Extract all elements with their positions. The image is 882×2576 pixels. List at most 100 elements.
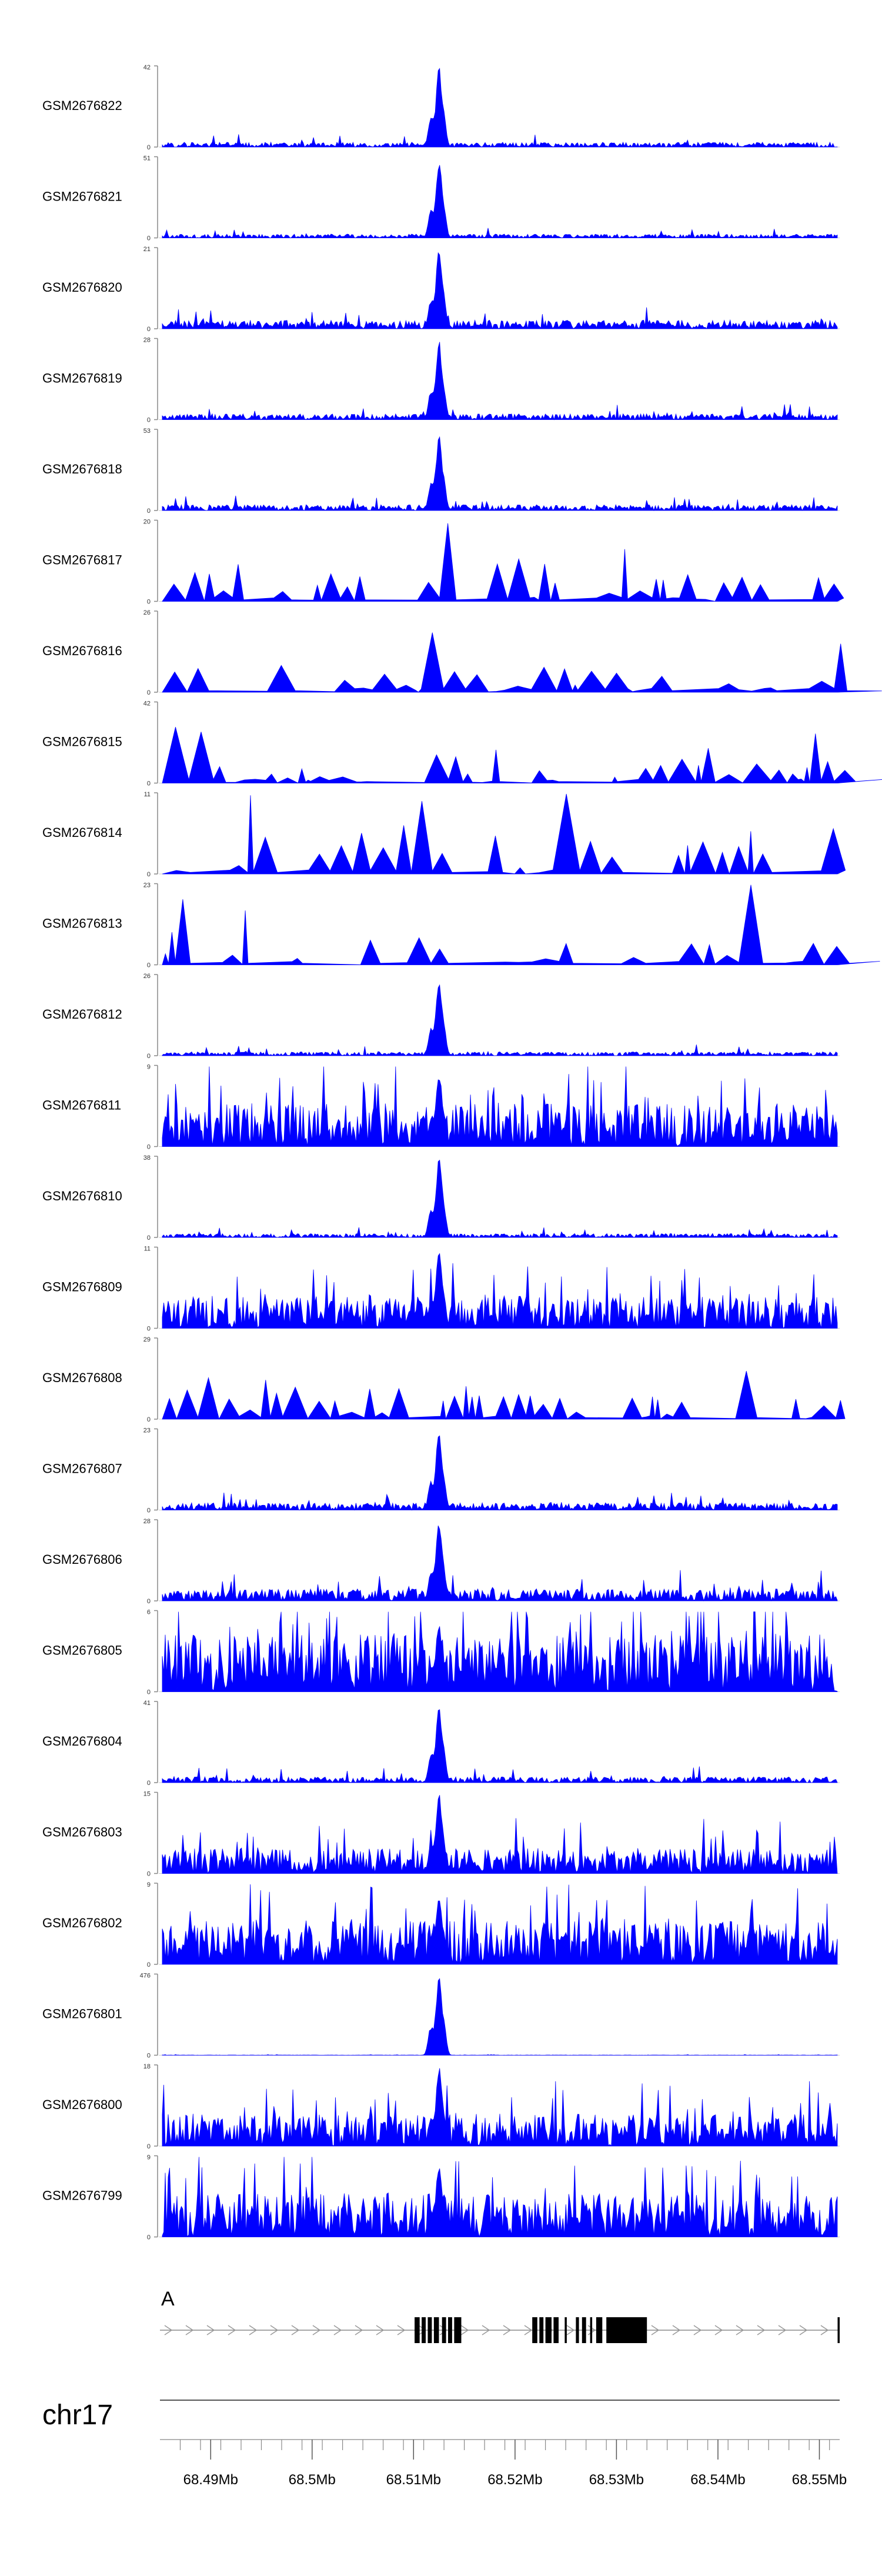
track-name: GSM2676806 [42, 1552, 122, 1567]
track-name: GSM2676815 [42, 735, 122, 749]
track-name: GSM2676800 [42, 2097, 122, 2112]
track-ymax-label: 9 [147, 1881, 151, 1888]
track-ymin-label: 0 [147, 2053, 151, 2060]
coverage-area [162, 727, 882, 783]
strand-arrow [820, 2325, 829, 2335]
exon [545, 2317, 552, 2343]
track-ymax-label: 38 [143, 1154, 151, 1162]
track-ymax-label: 9 [147, 1064, 151, 1071]
exon [415, 2317, 420, 2343]
coverage-area [162, 1066, 838, 1147]
strand-arrow [355, 2325, 363, 2335]
track-ymax-label: 23 [143, 1427, 151, 1434]
strand-arrow [312, 2325, 321, 2335]
exon [553, 2317, 559, 2343]
track-ymax-label: 28 [143, 1518, 151, 1525]
track-GSM2676803: 15 0 GSM2676803 [42, 1791, 840, 1878]
track-ymin-label: 0 [147, 508, 151, 515]
track-name: GSM2676813 [42, 916, 122, 931]
track-name: GSM2676819 [42, 371, 122, 386]
coverage-area [162, 2157, 838, 2238]
track-ymax-label: 26 [143, 609, 151, 616]
track-GSM2676800: 18 0 GSM2676800 [42, 2063, 840, 2150]
track-ymin-label: 0 [147, 417, 151, 424]
exon [564, 2317, 567, 2343]
track-GSM2676810: 38 0 GSM2676810 [42, 1154, 840, 1242]
track-GSM2676802: 9 0 GSM2676802 [42, 1881, 840, 1968]
track-name: GSM2676816 [42, 643, 122, 658]
track-ymax-label: 9 [147, 2154, 151, 2161]
tick-label: 68.5Mb [289, 2472, 336, 2488]
tick-label: 68.53Mb [589, 2472, 644, 2488]
track-ymax-label: 29 [143, 1336, 151, 1343]
track-name: GSM2676817 [42, 553, 122, 568]
strand-arrow [482, 2325, 490, 2335]
track-ymin-label: 0 [147, 1416, 151, 1423]
track-name: GSM2676808 [42, 1370, 122, 1385]
track-ymin-label: 0 [147, 689, 151, 696]
track-ymin-label: 0 [147, 1689, 151, 1696]
strand-arrow [503, 2325, 512, 2335]
track-name: GSM2676807 [42, 1461, 122, 1476]
strand-arrow [228, 2325, 236, 2335]
strand-arrow [672, 2325, 681, 2335]
track-name: GSM2676809 [42, 1280, 122, 1294]
strand-arrow [524, 2325, 533, 2335]
track-name: GSM2676801 [42, 2007, 122, 2021]
tick-label: 68.54Mb [690, 2472, 745, 2488]
exon [582, 2317, 586, 2343]
coverage-area [162, 1159, 838, 1238]
track-ymax-label: 28 [143, 337, 151, 344]
tick-label: 68.49Mb [183, 2472, 238, 2488]
coverage-area [162, 1253, 838, 1329]
strand-arrow [249, 2325, 258, 2335]
coverage-area [162, 632, 882, 693]
track-GSM2676818: 53 0 GSM2676818 [42, 428, 840, 515]
track-ymin-label: 0 [147, 1234, 151, 1242]
strand-arrow [566, 2325, 575, 2335]
track-GSM2676804: 41 0 GSM2676804 [42, 1700, 840, 1787]
track-name: GSM2676799 [42, 2188, 122, 2203]
track-ymin-label: 0 [147, 599, 151, 606]
track-ymin-label: 0 [147, 1871, 151, 1878]
exon [539, 2317, 544, 2343]
track-ymax-label: 6 [147, 1609, 151, 1616]
strand-arrow [460, 2325, 469, 2335]
strand-arrow [757, 2325, 766, 2335]
track-ymax-label: 21 [143, 246, 151, 253]
track-name: GSM2676821 [42, 189, 122, 204]
track-ymin-label: 0 [147, 2143, 151, 2150]
track-ymax-label: 26 [143, 973, 151, 980]
track-GSM2676813: 23 0 GSM2676813 [42, 882, 880, 969]
exon [837, 2317, 840, 2343]
track-ymax-label: 23 [143, 882, 151, 889]
track-GSM2676815: 42 0 GSM2676815 [42, 700, 882, 788]
track-name: GSM2676804 [42, 1734, 122, 1749]
exon [427, 2317, 432, 2343]
track-GSM2676812: 26 0 GSM2676812 [42, 973, 840, 1060]
exon [590, 2317, 593, 2343]
coverage-tracks: 420GSM2676822510GSM2676821210GSM26768202… [42, 64, 882, 2241]
track-name: GSM2676814 [42, 825, 122, 840]
track-name: GSM2676822 [42, 98, 122, 113]
track-name: GSM2676802 [42, 1916, 122, 1930]
strand-arrow [206, 2325, 215, 2335]
track-GSM2676816: 26 0 GSM2676816 [42, 609, 882, 696]
track-ymax-label: 18 [143, 2063, 151, 2070]
strand-arrow [714, 2325, 723, 2335]
coverage-area [162, 523, 844, 602]
track-ymin-label: 0 [147, 1053, 151, 1060]
coverage-area [162, 1795, 838, 1874]
track-ymin-label: 0 [147, 1961, 151, 1968]
strand-arrow [778, 2325, 787, 2335]
coverage-area [162, 342, 838, 421]
track-GSM2676799: 9 0 GSM2676799 [42, 2154, 840, 2241]
track-ymax-label: 15 [143, 1791, 151, 1798]
track-ymin-label: 0 [147, 1144, 151, 1151]
track-GSM2676822: 42 0 GSM2676822 [42, 64, 840, 151]
track-ymin-label: 0 [147, 2234, 151, 2241]
coverage-area [162, 1884, 838, 1965]
strand-arrow [799, 2325, 808, 2335]
track-name: GSM2676818 [42, 462, 122, 476]
